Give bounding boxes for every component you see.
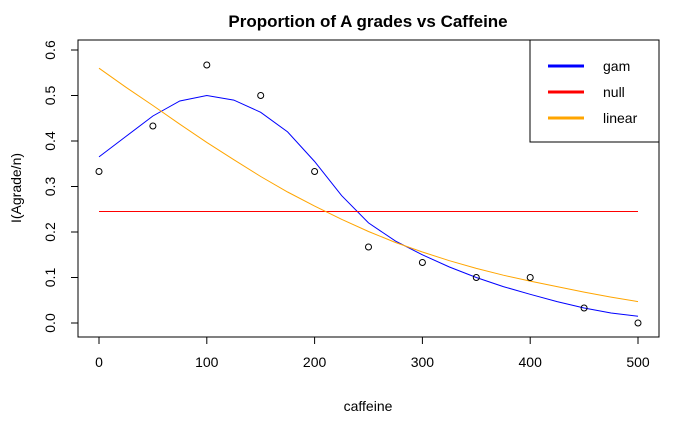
x-tick-label: 200 [303,354,327,370]
data-points [95,61,642,327]
data-point [149,122,157,130]
y-tick-label: 0.2 [42,222,58,242]
data-point [203,61,211,69]
x-tick-label: 300 [411,354,435,370]
x-axis-label: caffeine [344,398,393,414]
x-tick-label: 500 [626,354,650,370]
y-tick-label: 0.0 [42,313,58,333]
data-point [472,274,480,281]
x-tick-label: 400 [519,354,543,370]
y-axis: 0.0 0.1 0.2 0.3 0.4 0.5 0.6 [42,40,79,333]
data-point [634,319,642,327]
legend-label-null: null [603,84,625,100]
x-tick-label: 100 [195,354,219,370]
legend-label-linear: linear [603,110,638,126]
data-point [95,167,103,175]
y-tick-label: 0.5 [42,86,58,106]
x-tick-label: 0 [95,354,103,370]
series-line-linear [98,67,639,303]
y-tick-label: 0.6 [42,40,58,60]
series-lines [98,67,639,317]
y-tick-label: 0.1 [42,268,58,288]
y-tick-label: 0.3 [42,177,58,197]
legend-label-gam: gam [603,58,630,74]
chart-title: Proportion of A grades vs Caffeine [228,12,507,31]
data-point [526,274,534,281]
data-point [580,304,588,312]
y-tick-label: 0.4 [42,131,58,151]
data-point [311,167,319,175]
y-axis-label: I(Agrade/n) [8,153,24,223]
legend: gam null linear [529,39,660,143]
data-point [365,243,372,251]
data-point [257,92,265,99]
data-point [418,258,426,266]
x-axis: 0 100 200 300 400 500 [95,336,650,370]
series-line-gam [98,94,639,317]
